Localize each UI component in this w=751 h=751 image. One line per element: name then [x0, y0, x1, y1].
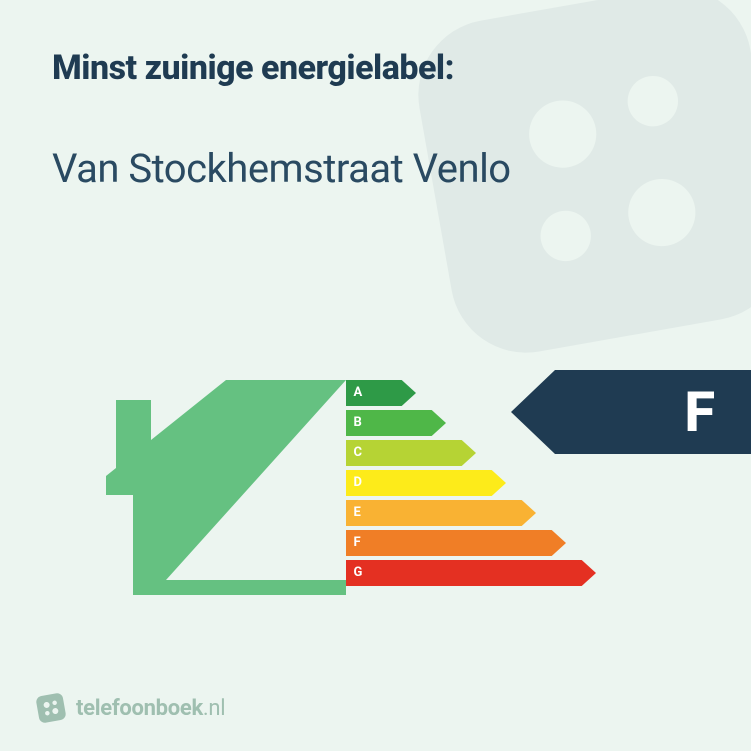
energy-bar-label: B [354, 410, 362, 436]
phonebook-icon [34, 691, 69, 726]
card-subtitle: Van Stockhemstraat Venlo [52, 145, 699, 192]
energy-label-card: Minst zuinige energielabel: Van Stockhem… [0, 0, 751, 751]
footer-brand-bold: telefoonboek [76, 696, 203, 721]
card-title: Minst zuinige energielabel: [52, 48, 699, 89]
energy-bar-d: D [346, 470, 646, 496]
energy-chart: ABCDEFG [0, 370, 751, 620]
energy-bar-label: C [354, 440, 363, 466]
energy-bar-shape [346, 500, 536, 526]
energy-bar-g: G [346, 560, 646, 586]
energy-bar-shape [346, 560, 596, 586]
energy-bar-b: B [346, 410, 646, 436]
energy-bar-f: F [346, 530, 646, 556]
footer-brand-tld: .nl [203, 696, 225, 721]
energy-bar-shape [346, 470, 506, 496]
energy-bar-label: F [354, 530, 361, 556]
energy-bar-label: D [354, 470, 362, 496]
footer-text: telefoonboek.nl [76, 696, 225, 721]
energy-bar-label: E [354, 500, 361, 526]
energy-bar-c: C [346, 440, 646, 466]
house-icon [106, 370, 346, 600]
energy-bar-shape [346, 440, 476, 466]
energy-bar-shape [346, 530, 566, 556]
footer-brand: telefoonboek.nl [36, 693, 225, 723]
energy-bars: ABCDEFG [346, 380, 646, 590]
energy-bar-e: E [346, 500, 646, 526]
energy-bar-a: A [346, 380, 646, 406]
energy-bar-label: A [354, 380, 363, 406]
energy-bar-label: G [354, 560, 363, 586]
